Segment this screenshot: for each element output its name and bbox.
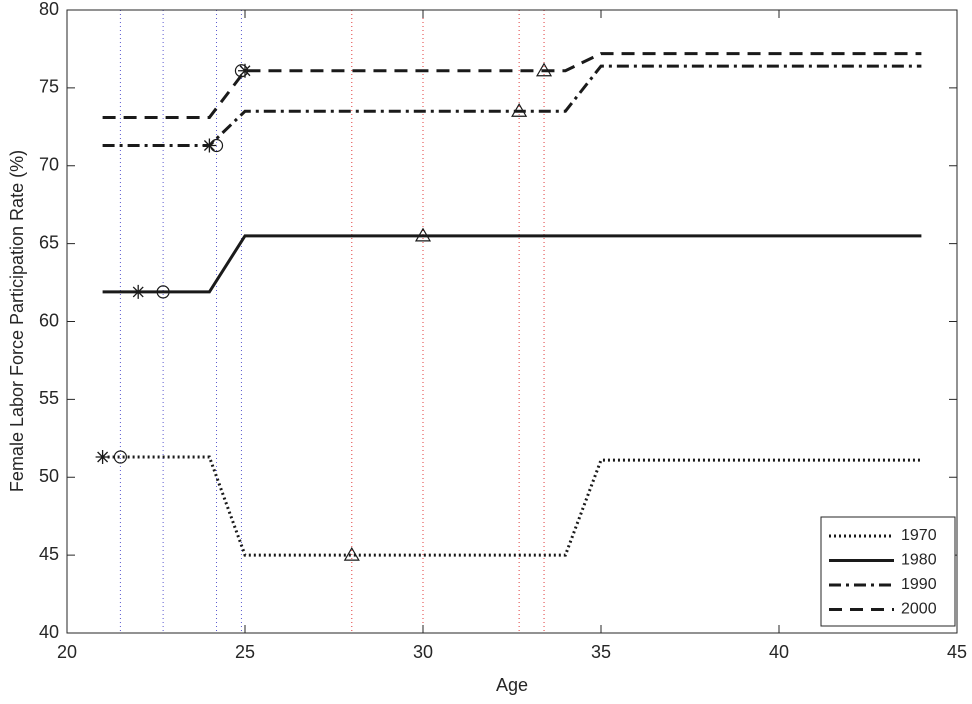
y-tick-label: 75 [39, 77, 59, 97]
triangle-marker [414, 227, 432, 242]
circle-marker [156, 285, 170, 299]
y-tick-label: 40 [39, 622, 59, 642]
series-line [102, 234, 922, 294]
legend-label: 1980 [901, 552, 937, 569]
series-line [102, 455, 922, 557]
triangle-marker [535, 62, 553, 77]
legend-box [820, 516, 956, 627]
asterisk-marker [95, 450, 110, 465]
x-tick-label: 30 [413, 642, 433, 662]
x-tick-label: 20 [57, 642, 77, 662]
legend-label: 2000 [901, 601, 937, 618]
y-tick-label: 50 [39, 466, 59, 486]
y-tick-label: 65 [39, 232, 59, 252]
circle-marker [234, 64, 249, 78]
asterisk-marker [131, 284, 146, 299]
circle-marker [209, 138, 224, 153]
x-tick-label: 25 [235, 642, 255, 662]
y-tick-label: 45 [39, 544, 59, 564]
x-tick-label: 35 [591, 642, 611, 662]
y-tick-label: 80 [39, 0, 59, 19]
legend-label: 1970 [901, 527, 937, 544]
x-axis-label: Age [496, 675, 528, 695]
y-axis-label: Female Labor Force Participation Rate (%… [7, 150, 27, 492]
circle-marker [113, 450, 128, 464]
series-line [102, 52, 922, 119]
legend-label: 1990 [901, 576, 937, 593]
x-tick-label: 45 [947, 642, 967, 662]
y-tick-label: 60 [39, 310, 59, 330]
series-line [102, 64, 922, 148]
asterisk-marker [238, 63, 252, 78]
x-tick-label: 40 [769, 642, 789, 662]
y-tick-label: 70 [39, 155, 59, 175]
asterisk-marker [202, 138, 217, 153]
y-tick-label: 55 [39, 388, 59, 408]
triangle-marker [511, 103, 528, 117]
triangle-marker [343, 546, 360, 561]
